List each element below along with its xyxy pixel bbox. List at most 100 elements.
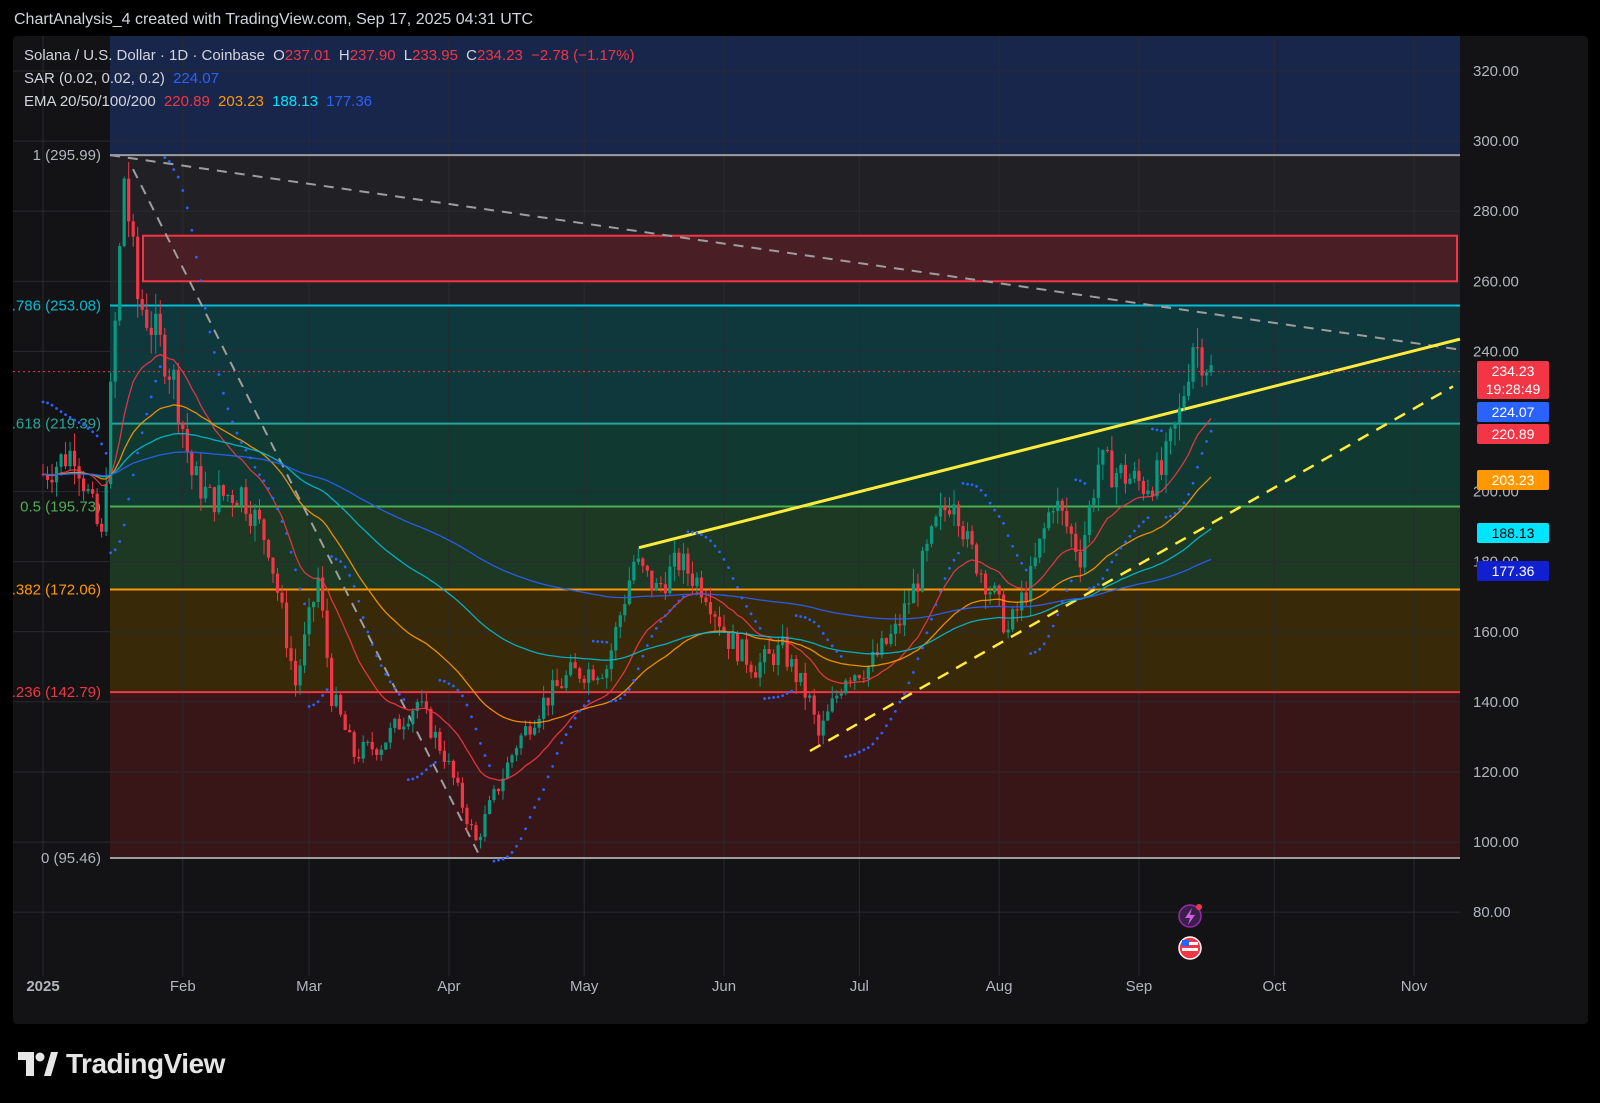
candle-body [726, 631, 731, 649]
sar-dot [884, 724, 888, 728]
candle-body [1015, 609, 1019, 611]
sar-dot [1114, 553, 1118, 557]
candle-body [785, 636, 789, 667]
sar-dot [312, 703, 315, 707]
candle-body [772, 653, 776, 666]
sar-dot [325, 688, 329, 692]
high-value: 237.90 [349, 47, 396, 64]
sar-dot [339, 560, 343, 563]
candle-body [663, 584, 667, 594]
candle-body [474, 825, 478, 841]
candle-body [835, 695, 839, 699]
candle-body [1173, 422, 1177, 429]
candle-body [672, 552, 676, 567]
candle-body [302, 634, 307, 666]
candle-body [749, 664, 753, 673]
sar-dot [497, 858, 500, 862]
candle-body [248, 513, 253, 526]
sar-dot [1015, 553, 1019, 557]
sar-dot [776, 695, 780, 699]
candle-body [817, 714, 821, 736]
candle-body [866, 666, 870, 679]
candle-body [542, 697, 546, 719]
candle-body [848, 680, 852, 682]
candle-body [420, 701, 424, 703]
candle-body [271, 557, 275, 574]
price-axis-label: 240.00 [1473, 343, 1519, 360]
candle-body [636, 558, 640, 562]
sar-dot [970, 483, 974, 487]
sar-dot [790, 689, 794, 693]
fib-label-0.382: 0.382 (172.06) [13, 582, 101, 599]
candle-body [1209, 365, 1213, 373]
sar-dot [691, 530, 694, 534]
fib-label-1: 1 (295.99) [33, 147, 101, 164]
candle-body [203, 486, 207, 499]
candle-body [974, 544, 979, 574]
candle-body [330, 657, 334, 707]
candle-body [645, 565, 649, 571]
candle-body [993, 585, 997, 593]
candle-body [632, 561, 636, 581]
sar-dot [939, 589, 942, 593]
sar-dot [1060, 600, 1064, 604]
candle-body [523, 726, 528, 736]
candle-body [1060, 500, 1064, 511]
candle-body [411, 710, 415, 724]
sar-dot [668, 609, 672, 612]
fib-label-0.5: 0.5 (195.73) [20, 499, 101, 516]
sar-dot [442, 679, 446, 683]
sar-dot [889, 717, 893, 721]
sar-dot [73, 418, 76, 422]
sar-dot [1038, 647, 1042, 651]
candle-body [659, 582, 663, 585]
candle-body [618, 615, 622, 627]
sar-dot [988, 501, 992, 505]
candle-body [460, 782, 465, 808]
ema200-line [42, 451, 1212, 620]
candle-body [348, 729, 352, 733]
sar-dot [817, 624, 821, 628]
candle-body [970, 531, 974, 545]
candle-body [713, 614, 717, 617]
candle-body [551, 680, 555, 706]
sar-dot [663, 614, 667, 618]
candle-body [1105, 449, 1109, 451]
sar-dot [767, 696, 771, 700]
sar-dot [1011, 544, 1015, 548]
sar-dot [1187, 492, 1190, 496]
sar-dot [50, 403, 54, 407]
sar-dot [812, 620, 816, 624]
ema50-line [42, 404, 1212, 724]
candle-body [113, 320, 117, 382]
sar-dot [357, 599, 361, 603]
ema20-value: 220.89 [163, 93, 210, 110]
candle-body [699, 577, 704, 598]
candle-body [753, 672, 758, 678]
sar-dot [181, 189, 185, 192]
sar-dot [979, 488, 983, 492]
sar-dot [397, 693, 401, 696]
price-chart[interactable]: 1 (295.99) 0.786 (253.08) 0.618 (219.39) 0.… [13, 36, 1588, 1024]
sar-dot [258, 473, 261, 477]
sar-label: SAR (0.02, 0.02, 0.2) [24, 70, 165, 87]
sar-dot [46, 401, 49, 405]
ema200-price-tag: 177.36 [1477, 561, 1549, 581]
sar-dot [519, 837, 523, 840]
sar-dot [226, 407, 230, 411]
notification-dot-icon [1196, 904, 1202, 910]
sar-dot [781, 694, 785, 698]
sar-dot [1182, 501, 1186, 505]
candle-body [1038, 538, 1042, 558]
candle-body [433, 731, 437, 738]
chart-panel[interactable]: 1 (295.99) 0.786 (253.08) 0.618 (219.39) 0.… [13, 36, 1588, 1024]
candle-body [898, 623, 902, 626]
sar-dot [957, 551, 960, 555]
candle-body [496, 788, 501, 792]
sar-dot [510, 850, 514, 854]
sar-dot [785, 691, 789, 695]
sar-dot [609, 699, 613, 703]
candle-body [68, 450, 72, 467]
candle-body [871, 651, 875, 667]
sar-dot [352, 584, 356, 588]
